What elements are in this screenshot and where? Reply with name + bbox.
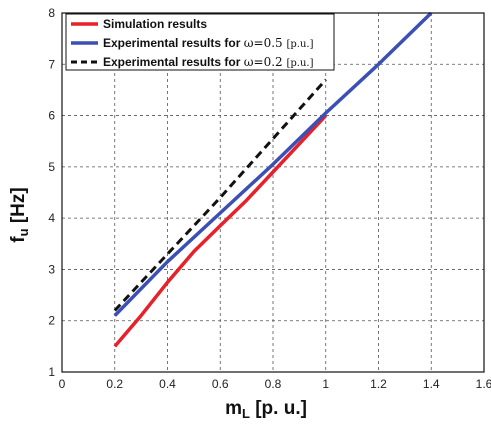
- x-tick-label: 1.2: [370, 377, 387, 391]
- x-axis-label: mL [p. u.]: [225, 398, 307, 421]
- x-tick-label: 0: [59, 377, 66, 391]
- y-tick-label: 3: [48, 262, 55, 276]
- y-tick-label: 6: [48, 109, 55, 123]
- series-lines: [113, 11, 433, 348]
- plot-frame: [61, 12, 485, 373]
- y-tick-label: 7: [48, 57, 55, 71]
- x-tick-label: 0.2: [106, 377, 123, 391]
- x-tick-label: 0.4: [159, 377, 176, 391]
- y-tick-label: 4: [48, 211, 55, 225]
- y-tick-labels: 1 2 3 4 5 6 7 8: [48, 6, 55, 379]
- y-tick-label: 5: [48, 160, 55, 174]
- x-tick-labels: 0 0.2 0.4 0.6 0.8 1 1.2 1.4 1.6: [59, 377, 491, 391]
- legend-box: [65, 13, 335, 71]
- x-tick-label: 1.4: [423, 377, 440, 391]
- legend-entry-exp-05: Experimental results for ω=0.5 [p.u.]: [103, 36, 314, 50]
- legend-entry-exp-02: Experimental results for ω=0.2 [p.u.]: [103, 55, 314, 69]
- y-tick-label: 8: [48, 6, 55, 20]
- series-line-simulation: [113, 114, 328, 348]
- x-tick-label: 1: [322, 377, 329, 391]
- legend: Simulation results Experimental results …: [65, 13, 335, 71]
- y-tick-label: 1: [48, 365, 55, 379]
- y-tick-label: 2: [48, 314, 55, 328]
- y-axis-label: fu [Hz]: [8, 187, 31, 242]
- x-tick-label: 0.6: [212, 377, 229, 391]
- x-tick-label: 0.8: [265, 377, 282, 391]
- legend-entry-simulation: Simulation results: [103, 17, 207, 31]
- x-tick-label: 1.6: [476, 377, 491, 391]
- series-line-exp-05: [113, 11, 433, 317]
